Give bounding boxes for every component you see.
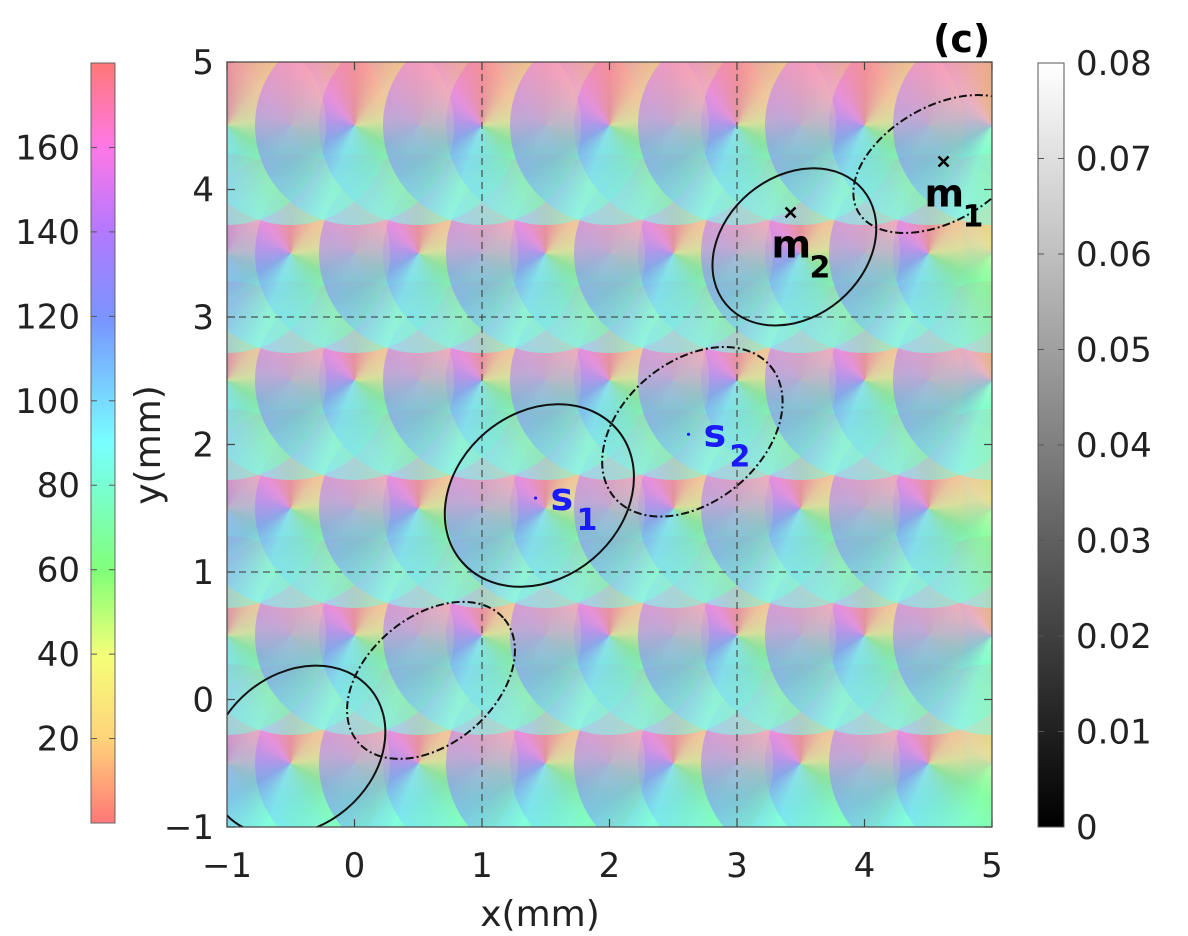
label-m1: m — [925, 171, 965, 215]
ellipse-dashed-3 — [601, 345, 784, 518]
receptive-field-ellipses — [227, 94, 992, 827]
label-s2: s — [704, 411, 727, 455]
gray-tick-label: 0.06 — [1076, 235, 1152, 275]
hue-tick-label: 80 — [37, 466, 80, 506]
gray-tick-label: 0.05 — [1076, 331, 1152, 371]
panel-label: (c) — [933, 17, 990, 61]
x-tick-label: 2 — [599, 846, 621, 886]
y-tick-label: 0 — [192, 681, 214, 721]
label-s1: s — [551, 475, 574, 519]
hue-tick-label: 120 — [15, 297, 80, 337]
y-tick-label: −1 — [164, 808, 214, 848]
ellipse-dashed-1 — [346, 600, 516, 760]
gray-tick-label: 0.04 — [1076, 426, 1152, 466]
ellipse-dashed-5 — [852, 94, 992, 234]
x-tick-label: 4 — [854, 846, 876, 886]
ellipse-solid-2 — [443, 403, 635, 588]
ellipse-solid-4 — [711, 167, 878, 327]
x-tick-label: 5 — [981, 846, 1003, 886]
label-m2: m — [772, 222, 812, 266]
x-tick-label: −1 — [202, 846, 252, 886]
hue-tick-label: 140 — [15, 213, 80, 253]
gray-tick-label: 0 — [1076, 808, 1098, 848]
hue-tick-label: 40 — [37, 635, 80, 675]
hue-colorbar — [90, 62, 116, 824]
x-axis-label: x(mm) — [480, 894, 600, 935]
hue-tick-label: 100 — [15, 382, 80, 422]
gray-tick-label: 0.02 — [1076, 617, 1152, 657]
y-axis-ticks: −1 0 1 2 3 4 5 — [164, 43, 992, 848]
point-s1 — [533, 496, 538, 500]
x-axis-ticks: −1 0 1 2 3 4 5 — [202, 62, 1003, 886]
hue-tick-label: 60 — [37, 551, 80, 591]
gray-tick-label: 0.03 — [1076, 522, 1152, 562]
y-tick-label: 5 — [192, 43, 214, 83]
label-sub-m2: 2 — [810, 250, 831, 285]
y-tick-label: 2 — [192, 426, 214, 466]
gray-tick-label: 0.08 — [1076, 44, 1152, 84]
y-tick-label: 4 — [192, 171, 214, 211]
hue-tick-label: 160 — [15, 128, 80, 168]
hue-colorbar-ticks: 20 40 60 80 100 120 140 160 — [15, 128, 115, 760]
marker-m2 — [784, 206, 797, 219]
marker-m1 — [937, 155, 950, 168]
gray-tick-label: 0.07 — [1076, 140, 1152, 180]
gray-colorbar-ticks: 0 0.01 0.02 0.03 0.04 0.05 0.06 0.07 0.08 — [1038, 44, 1152, 848]
label-sub-s1: 1 — [577, 503, 598, 538]
y-tick-label: 1 — [192, 553, 214, 593]
dashed-grid — [227, 62, 992, 827]
x-tick-label: 0 — [344, 846, 366, 886]
y-tick-label: 3 — [192, 298, 214, 338]
x-tick-label: 3 — [726, 846, 748, 886]
label-sub-m1: 1 — [963, 199, 984, 234]
y-axis-label: y(mm) — [128, 385, 169, 505]
ellipse-solid-0 — [227, 664, 387, 827]
label-sub-s2: 2 — [730, 439, 751, 474]
field-tiles — [227, 62, 992, 827]
x-tick-label: 1 — [471, 846, 493, 886]
orientation-field — [227, 62, 992, 827]
point-s2 — [686, 432, 691, 436]
gray-tick-label: 0.01 — [1076, 713, 1152, 753]
hue-tick-label: 20 — [37, 720, 80, 760]
